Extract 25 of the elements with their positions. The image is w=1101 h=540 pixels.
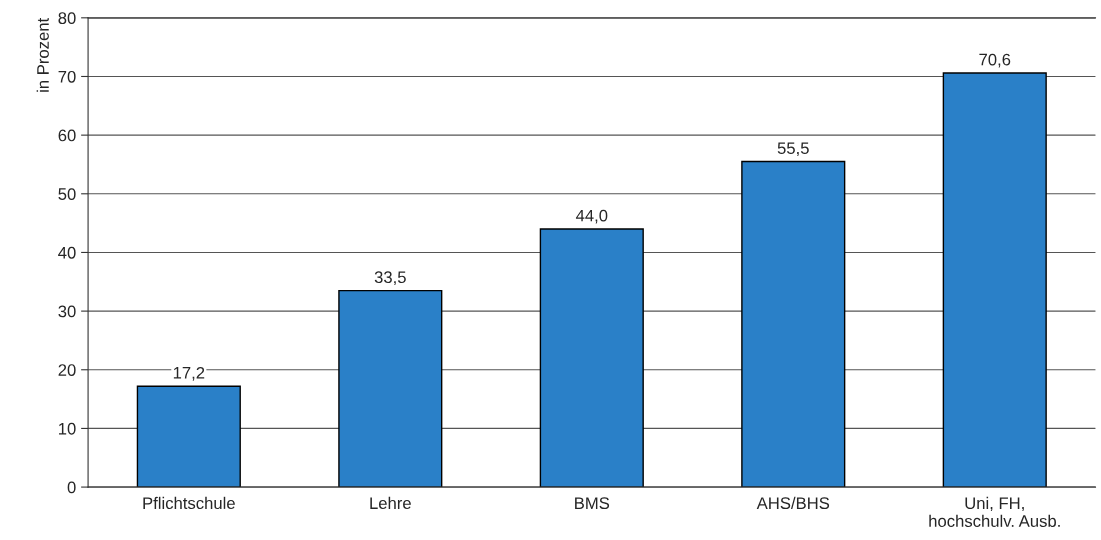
y-tick-label: 60: [58, 129, 76, 142]
y-tick-label: 20: [58, 364, 76, 376]
bar: [338, 289, 443, 488]
data-label: 55,5: [777, 142, 809, 157]
y-tick-label: 80: [58, 12, 76, 25]
x-tick-label: AHS/BHS: [756, 496, 830, 510]
x-tick-label: Uni, FH, hochschulv. Ausb.: [929, 496, 1060, 527]
y-tick-label: 70: [58, 70, 76, 83]
data-label: 33,5: [374, 271, 406, 286]
bar: [136, 385, 241, 488]
data-label: 44,0: [575, 209, 608, 224]
y-tick-label: 30: [58, 305, 76, 318]
y-tick-label: 50: [58, 188, 76, 200]
bar: [942, 72, 1047, 488]
y-tick-label: 40: [58, 246, 76, 259]
x-tick-label: Lehre: [370, 496, 411, 510]
bar: [539, 228, 644, 488]
x-tick-label: BMS: [575, 497, 610, 510]
bar: [741, 160, 846, 488]
data-label: 17,2: [173, 366, 205, 381]
data-label: 70,6: [979, 53, 1011, 68]
y-tick-label: 10: [59, 422, 76, 435]
y-tick-label: 0: [67, 481, 76, 494]
y-axis-title: in Prozent: [36, 17, 49, 92]
x-tick-label: Pflichtschule: [143, 496, 235, 510]
